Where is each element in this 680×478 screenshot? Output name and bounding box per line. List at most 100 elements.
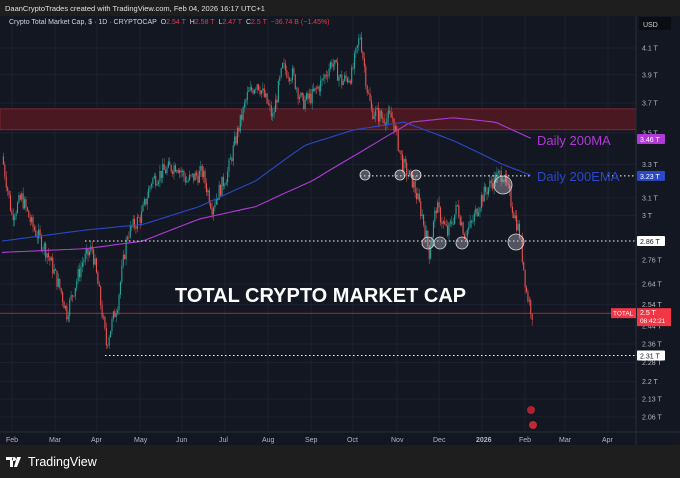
ma-price-badge	[637, 133, 665, 144]
candle-body	[222, 176, 224, 187]
candle-body	[300, 92, 302, 98]
candle-body	[86, 248, 88, 254]
candle-body	[119, 282, 121, 295]
candle-body	[180, 170, 182, 172]
price-chart[interactable]: TOTAL CRYPTO MARKET CAP Daily 200MA Daily …	[0, 16, 680, 445]
candle-body	[322, 78, 325, 80]
touch-circle	[421, 236, 435, 250]
price-tick: 3.5 T	[642, 130, 659, 137]
candle-body	[355, 47, 357, 54]
candle-body	[492, 183, 494, 189]
candle-body	[289, 77, 291, 81]
candle-body	[2, 156, 4, 165]
candle-body	[318, 86, 320, 92]
candle-body	[449, 221, 451, 224]
candle-body	[362, 51, 364, 59]
candle-body	[269, 104, 271, 106]
symbol-name[interactable]: Crypto Total Market Cap, $ · 1D · CRYPTO…	[9, 19, 157, 26]
candle-body	[260, 90, 262, 95]
candle-body	[520, 237, 522, 239]
chart-pane[interactable]: TOTAL CRYPTO MARKET CAP Daily 200MA Daily …	[0, 16, 680, 445]
candle-body	[32, 217, 34, 227]
candle-body	[225, 182, 227, 185]
candle-body	[365, 66, 367, 86]
candle-body	[35, 230, 37, 237]
candle-body	[39, 229, 41, 236]
candle-body	[101, 305, 103, 318]
time-tick: Apr	[602, 437, 614, 444]
candle-body	[442, 221, 444, 224]
candle-body	[251, 87, 253, 91]
candle-body	[5, 176, 7, 188]
candle-body	[531, 314, 533, 320]
candle-body	[454, 214, 456, 224]
candle-body	[236, 128, 239, 144]
symbol-tag	[611, 308, 636, 319]
candle-body	[52, 257, 54, 274]
candle-body	[469, 220, 471, 227]
candle-body	[379, 110, 381, 122]
candle-body	[108, 337, 110, 346]
candle-body	[348, 80, 350, 83]
candle-body	[12, 214, 14, 221]
candle-body	[104, 316, 106, 329]
candle-body	[485, 186, 487, 192]
ema200-line	[1, 121, 532, 242]
bar-countdown: 08:42:21	[640, 318, 666, 325]
candle-body	[447, 225, 449, 236]
candle-body	[187, 180, 189, 182]
candle-body	[344, 75, 346, 81]
event-icon[interactable]	[527, 406, 535, 414]
candle-body	[277, 81, 279, 103]
price-tick: 2.54 T	[642, 302, 662, 309]
candle-body	[499, 170, 501, 172]
candle-body	[231, 158, 233, 162]
candle-body	[255, 89, 257, 90]
candle-body	[272, 113, 274, 117]
candle-body	[93, 249, 95, 265]
candle-body	[218, 184, 220, 200]
candle-body	[214, 204, 216, 208]
candle-body	[346, 78, 348, 83]
candle-body	[399, 150, 401, 152]
candle-body	[266, 93, 268, 104]
chart-credit: DaanCryptoTrades created with TradingVie…	[5, 4, 265, 13]
candle-body	[47, 253, 50, 257]
candle-body	[221, 176, 223, 196]
candle-body	[148, 188, 150, 198]
candle-body	[504, 174, 506, 182]
candle-body	[239, 114, 241, 132]
support-price-badge-text: 2.86 T	[640, 239, 660, 246]
candle-body	[527, 291, 529, 302]
earnings-flag-icon[interactable]	[529, 421, 537, 429]
candle-body	[390, 112, 392, 118]
tradingview-logo[interactable]: TradingView	[6, 455, 97, 469]
candle-body	[117, 310, 119, 314]
touch-circle	[433, 236, 447, 250]
candle-body	[314, 87, 316, 91]
candle-body	[366, 85, 368, 93]
candle-body	[253, 89, 255, 94]
candle-body	[475, 208, 477, 214]
candle-body	[516, 215, 518, 231]
candle-body	[452, 223, 454, 225]
candle-body	[489, 180, 491, 188]
candle-body	[105, 328, 107, 346]
ma200-line	[1, 117, 532, 253]
candle-body	[470, 220, 473, 223]
candle-body	[310, 93, 312, 104]
candle-body	[203, 170, 205, 177]
candle-body	[124, 254, 126, 260]
candle-body	[170, 165, 172, 172]
currency-box[interactable]	[639, 17, 671, 30]
ma-price-badge-text: 3.46 T	[640, 137, 660, 144]
candle-body	[212, 207, 215, 215]
candle-body	[368, 92, 370, 94]
candle-body	[425, 230, 427, 238]
candle-body	[401, 154, 403, 172]
candle-body	[139, 217, 141, 224]
candle-body	[472, 221, 474, 223]
candle-body	[49, 256, 51, 261]
chart-title-annotation: TOTAL CRYPTO MARKET CAP	[175, 285, 466, 307]
candle-body	[107, 345, 109, 346]
